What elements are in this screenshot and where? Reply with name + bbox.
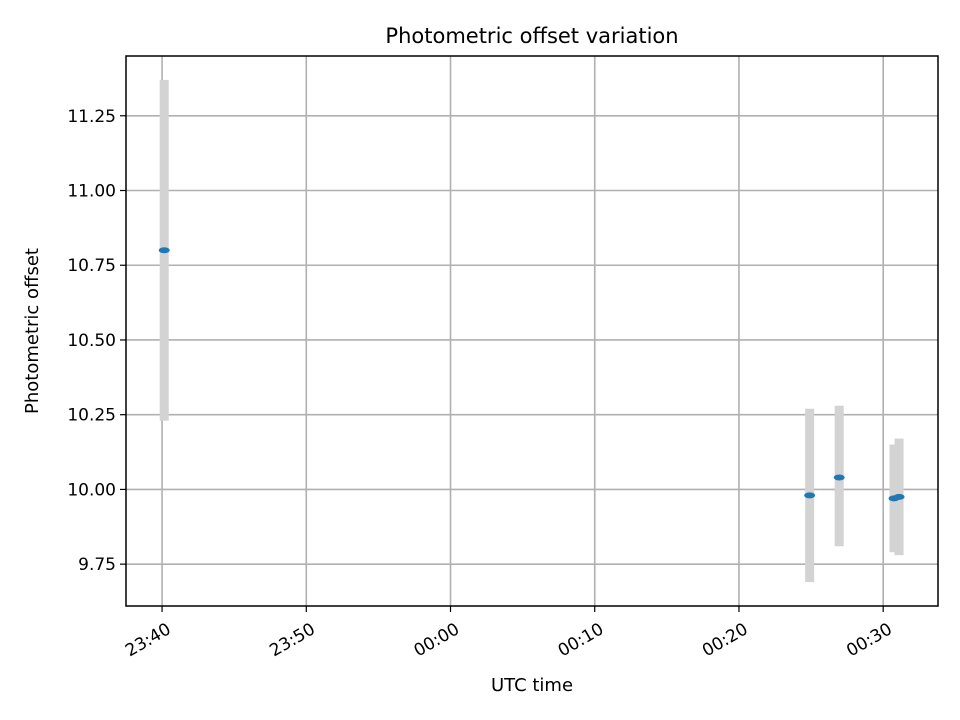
y-tick-label: 9.75 bbox=[78, 555, 116, 575]
data-point bbox=[833, 474, 845, 481]
data-points bbox=[158, 247, 905, 502]
y-axis-label: Photometric offset bbox=[22, 248, 43, 414]
x-tick-label: 23:50 bbox=[266, 619, 318, 661]
x-tick-label: 00:20 bbox=[699, 619, 751, 661]
plot-frame bbox=[125, 55, 939, 607]
y-tick-label: 11.25 bbox=[67, 107, 116, 127]
y-tick-label: 10.75 bbox=[67, 256, 116, 276]
y-tick-label: 10.00 bbox=[67, 480, 116, 500]
data-point bbox=[893, 493, 905, 500]
y-tick-label: 10.50 bbox=[67, 331, 116, 351]
y-tick-label: 11.00 bbox=[67, 182, 116, 202]
x-tick-label: 00:30 bbox=[843, 619, 895, 661]
data-point bbox=[804, 492, 816, 499]
error-bars bbox=[159, 79, 904, 583]
y-tick-label: 10.25 bbox=[67, 406, 116, 426]
chart-title: Photometric offset variation bbox=[385, 24, 678, 48]
x-tick-label: 00:00 bbox=[411, 619, 463, 661]
x-tick-label: 23:40 bbox=[122, 619, 174, 661]
grid bbox=[126, 56, 938, 606]
data-point bbox=[158, 247, 170, 254]
x-axis-label: UTC time bbox=[491, 675, 573, 696]
x-tick-label: 00:10 bbox=[555, 619, 607, 661]
